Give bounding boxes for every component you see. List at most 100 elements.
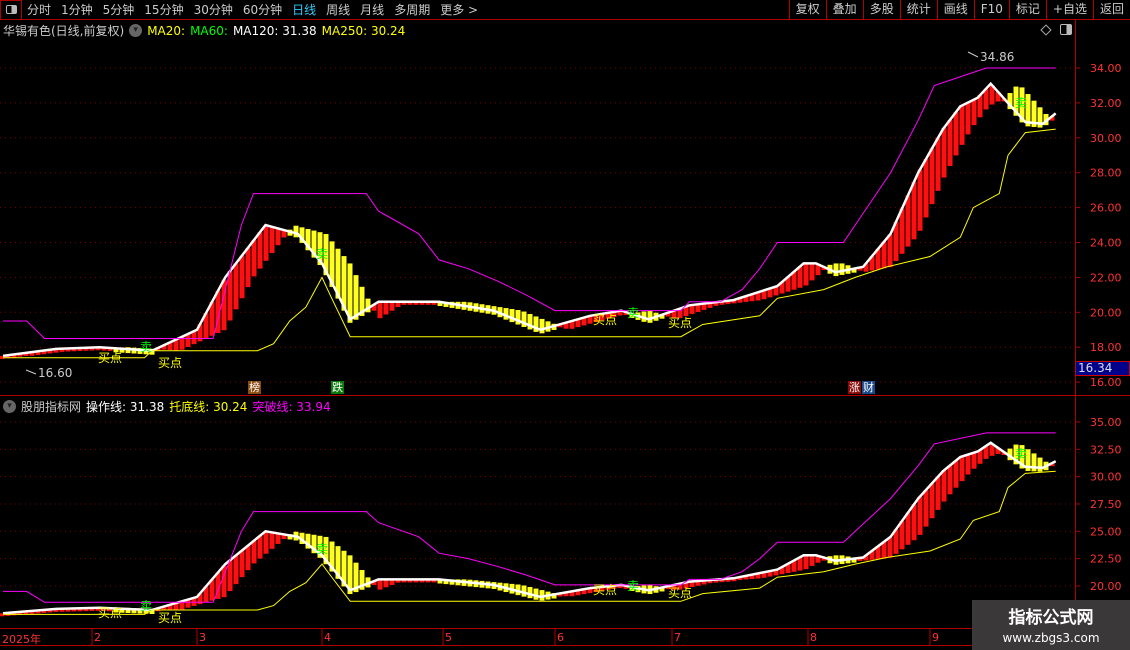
toolbar-button[interactable]: +自选 bbox=[1045, 0, 1093, 20]
ribbon-bar bbox=[359, 286, 365, 317]
ribbon-bar bbox=[23, 352, 29, 356]
ribbon-bar bbox=[953, 112, 959, 156]
y-tick-label: 34.00 bbox=[1090, 62, 1122, 75]
ribbon-bar bbox=[1049, 463, 1055, 467]
ribbon-bar bbox=[269, 532, 275, 549]
ribbon-bar bbox=[767, 571, 773, 577]
ribbon-bar bbox=[785, 563, 791, 574]
period-tab[interactable]: 日线 bbox=[292, 3, 317, 17]
ribbon-bar bbox=[275, 228, 281, 246]
ribbon-bar bbox=[41, 609, 47, 613]
ribbon-bar bbox=[521, 585, 527, 597]
ribbon-bar bbox=[1037, 107, 1043, 128]
ribbon-bar bbox=[707, 580, 713, 584]
period-tab[interactable]: 周线 bbox=[326, 3, 351, 17]
toolbar-button[interactable]: 返回 bbox=[1092, 0, 1130, 20]
ribbon-bar bbox=[11, 612, 17, 616]
ribbon-bar bbox=[335, 248, 341, 299]
ribbon-bar bbox=[269, 226, 275, 254]
ribbon-bar bbox=[443, 301, 449, 307]
ribbon-bar bbox=[1037, 457, 1043, 472]
period-tab[interactable]: 1分钟 bbox=[61, 3, 93, 17]
period-tab[interactable]: 多周期 bbox=[394, 3, 431, 17]
buy-signal: 买点 bbox=[593, 313, 617, 327]
ribbon-bar bbox=[701, 580, 707, 585]
y-tick-label: 28.00 bbox=[1090, 167, 1122, 180]
period-tab[interactable]: 分时 bbox=[27, 3, 52, 17]
y-tick-label: 30.00 bbox=[1090, 471, 1122, 484]
period-tab[interactable]: 5分钟 bbox=[102, 3, 135, 17]
ribbon-bar bbox=[587, 315, 593, 324]
ribbon-bar bbox=[1031, 100, 1037, 127]
ribbon-bar bbox=[557, 324, 563, 328]
ribbon-bar bbox=[731, 578, 737, 582]
ribbon-bar bbox=[995, 447, 1001, 454]
stock-title: 华锡有色(日线,前复权) bbox=[3, 24, 125, 38]
panel-icon[interactable] bbox=[1060, 24, 1072, 35]
ribbon-bar bbox=[569, 320, 575, 329]
ribbon-bar bbox=[923, 489, 929, 527]
layout-toggle-button[interactable] bbox=[0, 0, 22, 20]
chevron-down-icon[interactable]: ▾ bbox=[3, 400, 16, 413]
event-marker[interactable]: 榜 bbox=[248, 381, 261, 394]
ribbon-bar bbox=[731, 299, 737, 304]
ribbon-bar bbox=[575, 590, 581, 596]
ribbon-bar bbox=[95, 607, 101, 611]
ribbon-bar bbox=[689, 305, 695, 315]
ribbon-bar bbox=[0, 613, 5, 617]
series-line-2 bbox=[3, 470, 1056, 615]
ribbon-bar bbox=[863, 263, 869, 272]
toolbar-button[interactable]: 统计 bbox=[899, 0, 937, 20]
ribbon-bar bbox=[677, 308, 683, 319]
ribbon-bar bbox=[797, 557, 803, 571]
ribbon-bar bbox=[911, 181, 917, 240]
toolbar-button[interactable]: 画线 bbox=[936, 0, 974, 20]
period-tab[interactable]: 月线 bbox=[360, 3, 385, 17]
ribbon-bar bbox=[821, 557, 827, 561]
break-line-label: 突破线: 33.94 bbox=[252, 400, 331, 414]
ribbon-bar bbox=[881, 241, 887, 269]
period-tab[interactable]: 15分钟 bbox=[144, 3, 184, 17]
ribbon-bar bbox=[941, 127, 947, 178]
period-tab[interactable]: 更多 > bbox=[440, 3, 479, 17]
period-tab[interactable]: 60分钟 bbox=[242, 3, 283, 17]
ribbon-bar bbox=[179, 336, 185, 350]
ribbon-bar bbox=[443, 579, 449, 585]
event-marker[interactable]: 跌 bbox=[331, 381, 344, 394]
ribbon-bar bbox=[539, 590, 545, 601]
ribbon-bar bbox=[683, 582, 689, 589]
toolbar-button[interactable]: 复权 bbox=[788, 0, 826, 20]
ribbon-bar bbox=[527, 313, 533, 330]
period-tab[interactable]: 30分钟 bbox=[193, 3, 233, 17]
ribbon-bar bbox=[449, 579, 455, 585]
ribbon-bar bbox=[851, 267, 857, 273]
ribbon-bar bbox=[161, 345, 167, 350]
ribbon-bar bbox=[737, 576, 743, 580]
ribbon-bar bbox=[995, 91, 1001, 102]
toolbar-button[interactable]: 标记 bbox=[1008, 0, 1046, 20]
toolbar-button[interactable]: 多股 bbox=[862, 0, 900, 20]
ribbon-bar bbox=[563, 592, 569, 597]
toolbar-button[interactable]: F10 bbox=[973, 0, 1009, 20]
y-tick-label: 24.00 bbox=[1090, 237, 1122, 250]
event-marker[interactable]: 涨 bbox=[848, 381, 861, 394]
event-marker[interactable]: 财 bbox=[862, 381, 875, 394]
toolbar-button[interactable]: 叠加 bbox=[825, 0, 863, 20]
ribbon-bar bbox=[665, 586, 671, 590]
ribbon-bar bbox=[197, 593, 203, 605]
ribbon-bar bbox=[29, 352, 35, 356]
ribbon-bar bbox=[89, 347, 95, 351]
ribbon-bar bbox=[305, 228, 311, 251]
ribbon-bar bbox=[707, 302, 713, 308]
ribbon-bar bbox=[617, 310, 623, 316]
ribbon-bar bbox=[143, 608, 149, 614]
ribbon-bar bbox=[161, 606, 167, 610]
ribbon-bar bbox=[299, 532, 305, 544]
sell-signal: 卖 bbox=[316, 542, 328, 556]
ribbon-bar bbox=[1049, 116, 1055, 121]
chevron-down-icon[interactable]: ▾ bbox=[129, 24, 143, 37]
sell-signal: 卖 bbox=[627, 579, 639, 593]
ribbon-bar bbox=[971, 452, 977, 469]
ribbon-bar bbox=[719, 301, 725, 305]
